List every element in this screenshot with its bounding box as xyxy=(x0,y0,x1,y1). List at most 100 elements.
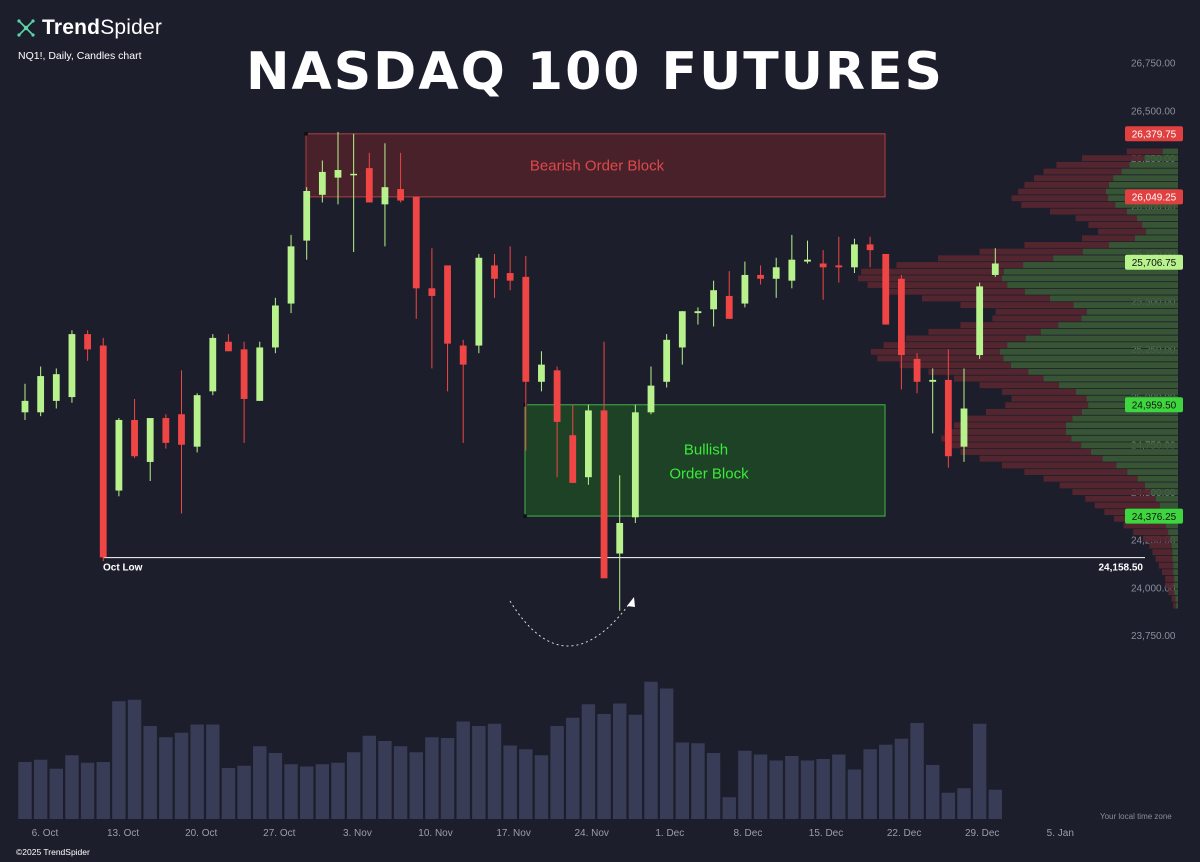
candle-body[interactable] xyxy=(757,274,764,279)
volume-profile-sell-bar xyxy=(1098,228,1146,235)
candle-body[interactable] xyxy=(851,244,858,268)
candle-body[interactable] xyxy=(99,345,107,558)
price-badge-label: 25,706.75 xyxy=(1132,258,1177,269)
candle-body[interactable] xyxy=(459,345,467,365)
candle-body[interactable] xyxy=(835,265,843,268)
candle-body[interactable] xyxy=(381,187,389,205)
volume-bar xyxy=(18,762,32,819)
x-tick-label: 5. Jan xyxy=(1047,828,1074,839)
candle-body[interactable] xyxy=(569,435,577,483)
candle-body[interactable] xyxy=(193,395,201,447)
timezone-label[interactable]: Your local time zone xyxy=(1100,812,1172,821)
candle-body[interactable] xyxy=(209,337,217,392)
candle-body[interactable] xyxy=(882,253,890,325)
candle-body[interactable] xyxy=(522,276,530,382)
zone-anchor-point xyxy=(523,402,527,407)
volume-profile-buy-bar xyxy=(1075,388,1178,395)
candle-body[interactable] xyxy=(272,305,279,348)
volume-profile-sell-bar xyxy=(1168,589,1175,596)
bearish-order-block[interactable] xyxy=(305,133,886,198)
candle-body[interactable] xyxy=(772,267,780,279)
candle-body[interactable] xyxy=(694,311,702,314)
price-badge-label: 24,376.25 xyxy=(1132,512,1177,523)
volume-profile-buy-bar xyxy=(1073,302,1178,309)
candle-body[interactable] xyxy=(240,349,248,399)
candle-body[interactable] xyxy=(741,274,749,304)
candle-body[interactable] xyxy=(866,244,874,251)
volume-bar xyxy=(190,724,204,819)
candle-body[interactable] xyxy=(710,290,717,310)
volume-profile-buy-bar xyxy=(1172,549,1178,556)
volume-profile-buy-bar xyxy=(1144,482,1178,489)
candle-body[interactable] xyxy=(334,170,342,178)
candle-body[interactable] xyxy=(256,347,264,401)
volume-profile-buy-bar xyxy=(1024,288,1178,295)
candle-body[interactable] xyxy=(68,334,76,398)
candle-body[interactable] xyxy=(506,273,514,281)
candle-body[interactable] xyxy=(538,364,545,382)
candle-body[interactable] xyxy=(944,379,952,457)
candle-body[interactable] xyxy=(491,265,498,279)
volume-profile-buy-bar xyxy=(1137,215,1178,222)
volume-profile-buy-bar xyxy=(1090,449,1178,455)
candle-body[interactable] xyxy=(616,522,624,554)
candle-body[interactable] xyxy=(553,370,561,422)
candle-body[interactable] xyxy=(991,263,999,275)
candle-body[interactable] xyxy=(146,418,154,462)
candle-body[interactable] xyxy=(178,414,185,445)
candle-body[interactable] xyxy=(475,257,483,346)
volume-profile-sell-bar xyxy=(979,248,1083,255)
candle-body[interactable] xyxy=(397,189,404,201)
candle-body[interactable] xyxy=(428,288,436,296)
candle-body[interactable] xyxy=(350,173,358,176)
volume-bar xyxy=(300,766,314,819)
candle-body[interactable] xyxy=(631,412,639,518)
candle-body[interactable] xyxy=(663,339,671,382)
oct-low-value: 24,158.50 xyxy=(1099,563,1144,574)
candle-body[interactable] xyxy=(303,190,311,241)
volume-profile-sell-bar xyxy=(1152,549,1173,556)
candle-body[interactable] xyxy=(585,410,592,478)
bullish-order-block[interactable] xyxy=(524,404,886,517)
candle-body[interactable] xyxy=(819,263,827,268)
candle-body[interactable] xyxy=(976,286,984,356)
candle-body[interactable] xyxy=(131,419,138,457)
candle-body[interactable] xyxy=(115,419,123,491)
candle-body[interactable] xyxy=(678,311,686,348)
candle-body[interactable] xyxy=(52,374,60,401)
candle-body[interactable] xyxy=(318,171,326,195)
volume-profile-sell-bar xyxy=(1056,161,1130,168)
volume-profile-buy-bar xyxy=(1007,282,1178,288)
candle-body[interactable] xyxy=(929,379,937,382)
price-badge-label: 26,379.75 xyxy=(1132,130,1177,141)
volume-profile-sell-bar xyxy=(944,429,1066,435)
volume-profile-sell-bar xyxy=(979,382,1059,389)
candle-body[interactable] xyxy=(788,259,796,281)
arrow-head-icon xyxy=(627,597,635,607)
candle-body[interactable] xyxy=(647,385,655,413)
volume-profile-buy-bar xyxy=(1023,262,1178,268)
price-badge xyxy=(1125,126,1183,142)
candle-body[interactable] xyxy=(804,259,811,262)
candle-body[interactable] xyxy=(287,246,295,304)
candle-body[interactable] xyxy=(600,410,608,579)
volume-profile-sell-bar xyxy=(1021,201,1116,208)
candle-body[interactable] xyxy=(725,295,733,319)
candle-body[interactable] xyxy=(21,400,29,413)
candle-body[interactable] xyxy=(37,376,45,413)
volume-profile-sell-bar xyxy=(992,315,1082,322)
volume-profile-buy-bar xyxy=(1058,322,1178,329)
volume-bar xyxy=(346,752,361,819)
candle-body[interactable] xyxy=(365,168,373,203)
volume-bar xyxy=(613,703,627,819)
candle-body[interactable] xyxy=(84,334,91,350)
candle-body[interactable] xyxy=(225,341,232,352)
candle-body[interactable] xyxy=(960,408,968,447)
candle-body[interactable] xyxy=(444,265,451,344)
volume-bar xyxy=(566,717,580,819)
volume-profile-buy-bar xyxy=(1134,235,1178,242)
candle-body[interactable] xyxy=(162,418,170,443)
candle-body[interactable] xyxy=(412,196,420,289)
candle-body[interactable] xyxy=(913,358,921,382)
candle-body[interactable] xyxy=(898,278,905,356)
